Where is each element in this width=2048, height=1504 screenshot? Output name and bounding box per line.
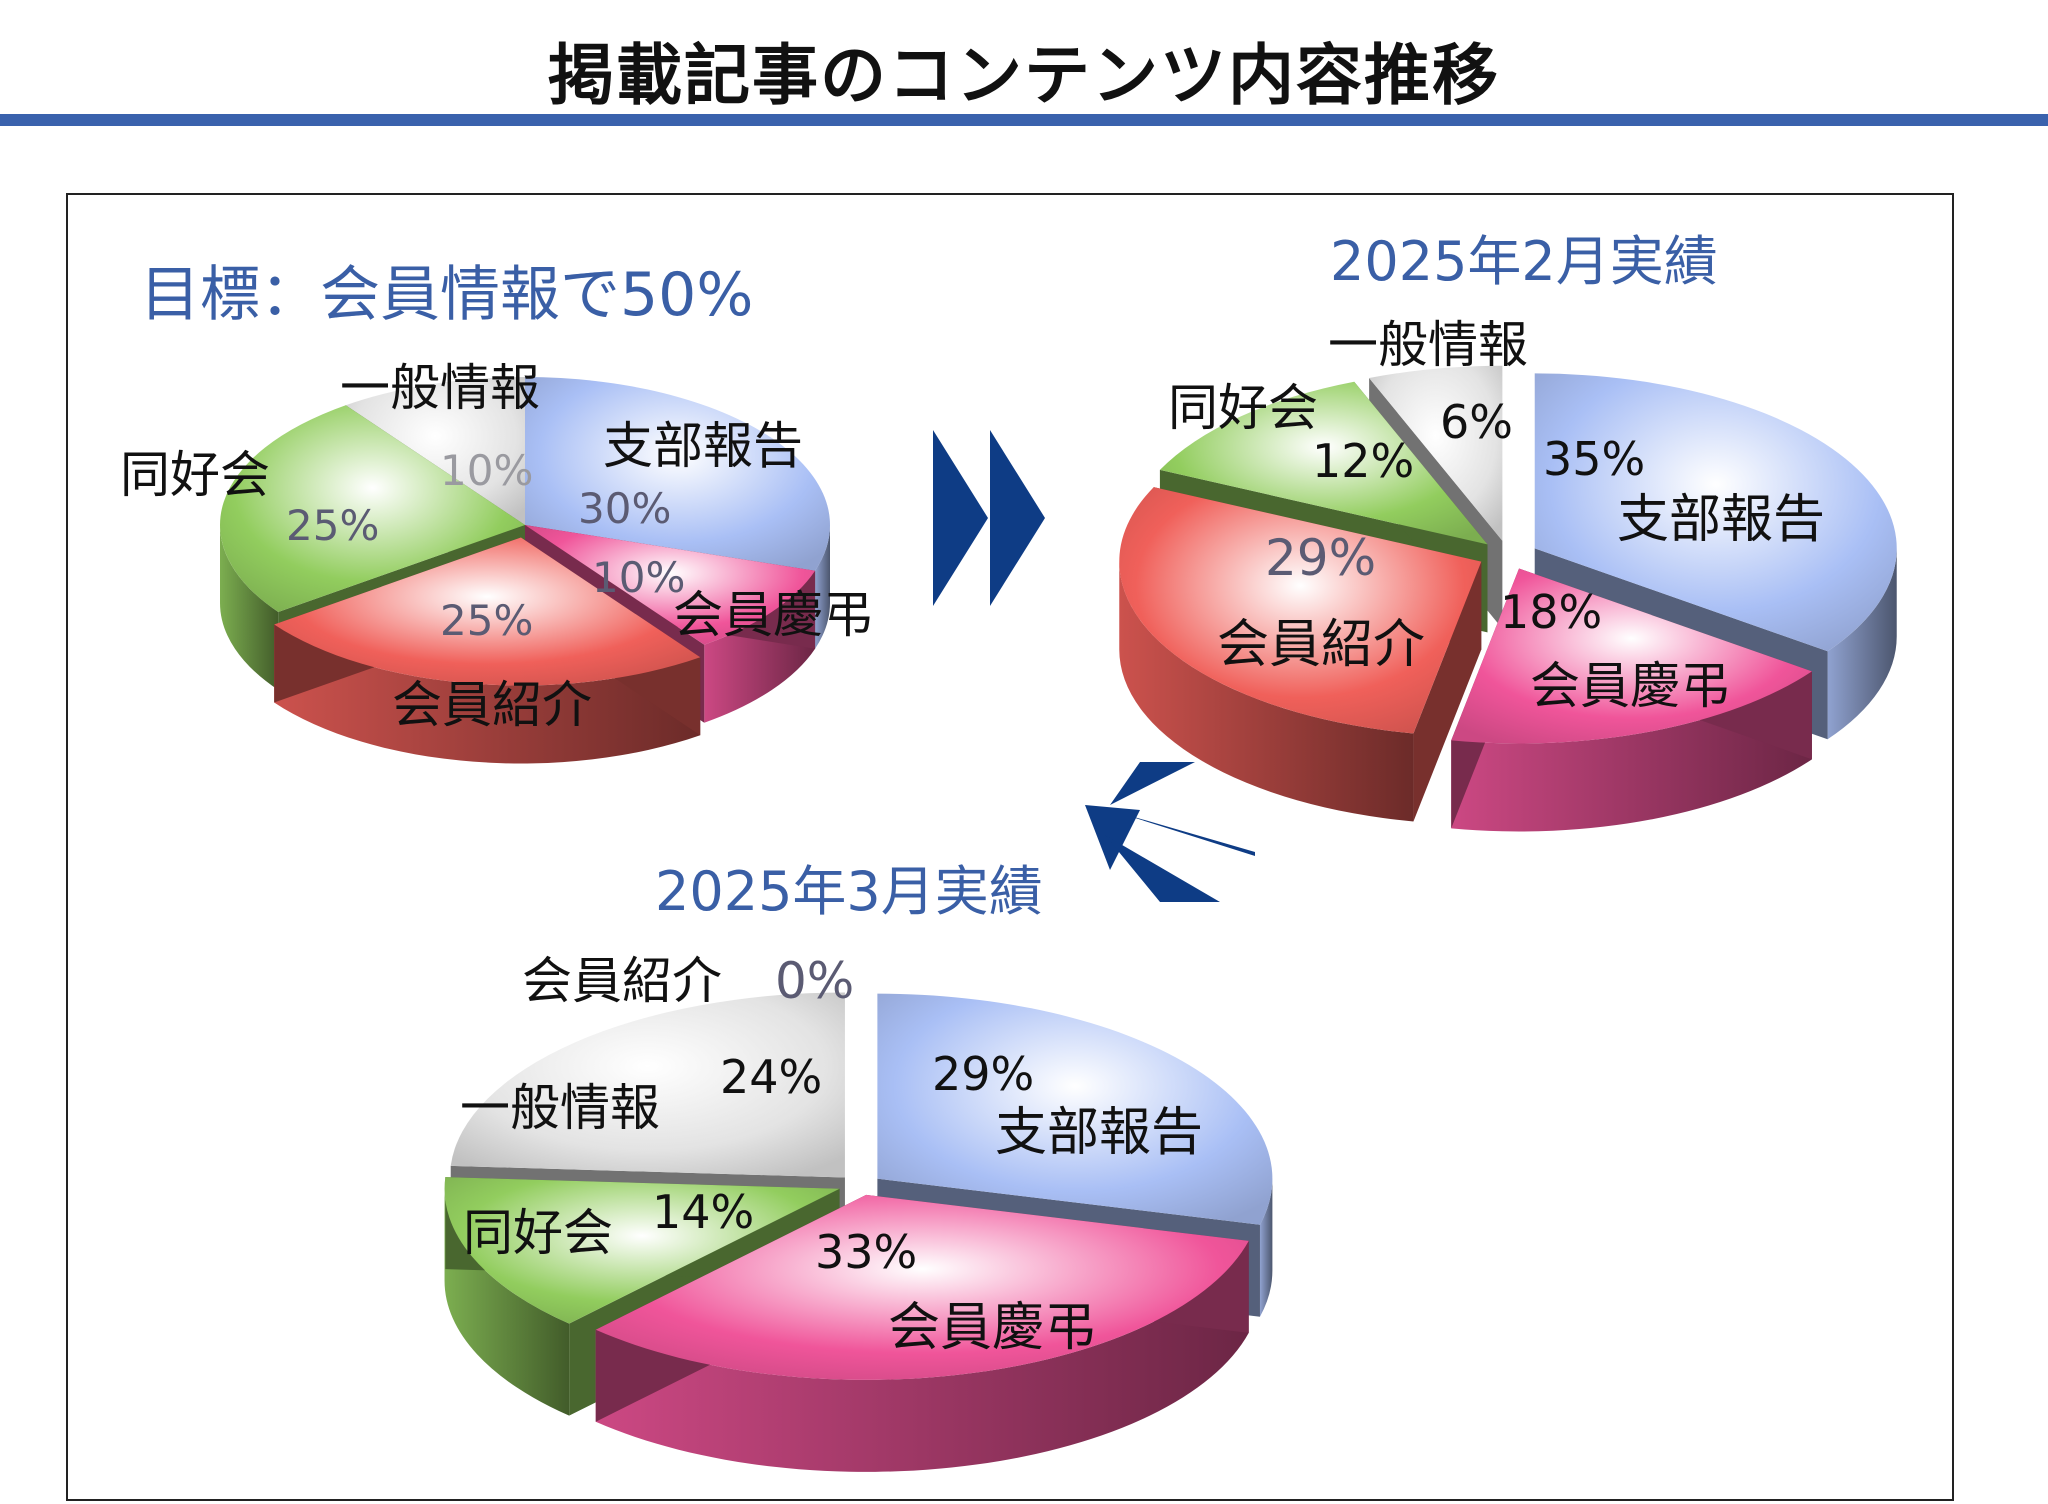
pie-slice xyxy=(595,1194,1249,1380)
pie-slice-side xyxy=(444,1188,570,1416)
pie-slice-side xyxy=(815,525,830,649)
pie-slice-side xyxy=(1451,671,1812,832)
label-category: 同好会 xyxy=(463,1204,613,1262)
pie-slice xyxy=(1534,373,1897,652)
pie-slice xyxy=(525,525,816,645)
label-category: 支部報告 xyxy=(995,1103,1203,1163)
next-arrow-icon xyxy=(933,430,1045,606)
pie-chart-feb xyxy=(1119,365,1897,832)
pie-slice xyxy=(220,405,525,612)
label-category: 会員紹介 xyxy=(522,952,722,1010)
label-percent: 30% xyxy=(578,484,671,533)
pie-slice xyxy=(1451,568,1812,744)
label-category: 支部報告 xyxy=(603,417,803,475)
title-rule xyxy=(0,114,2048,126)
label-category: 一般情報 xyxy=(1328,316,1528,374)
label-percent: 10% xyxy=(440,446,533,495)
pie-slice xyxy=(1159,381,1488,545)
label-percent: 0% xyxy=(775,952,854,1010)
label-category: 一般情報 xyxy=(460,1079,660,1137)
label-category: 同好会 xyxy=(120,446,270,504)
pie-slice-side xyxy=(274,624,701,764)
chart-title-goal: 目標：会員情報で50% xyxy=(140,260,753,330)
label-percent: 29% xyxy=(932,1047,1034,1101)
pie-slice xyxy=(345,377,525,525)
pie-slice xyxy=(444,1177,840,1324)
pie-slice xyxy=(877,993,1273,1225)
page-title: 掲載記事のコンテンツ内容推移 xyxy=(548,37,1500,114)
label-category: 会員慶弔 xyxy=(1530,657,1730,715)
chart-title-feb: 2025年2月実績 xyxy=(1330,230,1718,293)
label-percent: 12% xyxy=(1312,434,1414,488)
label-percent: 18% xyxy=(1500,585,1602,639)
label-category: 支部報告 xyxy=(1617,490,1825,550)
label-percent: 35% xyxy=(1543,432,1645,486)
label-category: 会員紹介 xyxy=(392,676,592,734)
label-percent: 14% xyxy=(652,1185,754,1239)
pie-slice-side xyxy=(1827,548,1897,740)
label-percent: 24% xyxy=(720,1050,822,1104)
label-category: 会員慶弔 xyxy=(888,1298,1096,1358)
pie-chart-mar xyxy=(444,992,1273,1472)
label-category: 会員紹介 xyxy=(1217,615,1425,675)
label-percent: 25% xyxy=(286,501,379,550)
pie-chart-goal xyxy=(220,377,830,764)
label-percent: 10% xyxy=(592,553,685,602)
pie-slice xyxy=(1369,365,1503,541)
label-percent: 29% xyxy=(1265,529,1376,587)
pie-slice-side xyxy=(1259,1178,1273,1317)
label-percent: 6% xyxy=(1440,395,1513,449)
label-category: 同好会 xyxy=(1168,379,1318,437)
pie-slice-side xyxy=(1119,561,1414,822)
label-percent: 25% xyxy=(440,596,533,645)
chart-title-mar: 2025年3月実績 xyxy=(655,860,1043,923)
label-category: 会員慶弔 xyxy=(673,586,873,644)
down-left-arrow-icon xyxy=(1085,762,1255,902)
pie-slice xyxy=(1119,487,1482,734)
chart-frame xyxy=(66,193,1954,1501)
pie-slice xyxy=(450,992,845,1178)
pie-slice-side xyxy=(595,1240,1249,1472)
pie-slice-side xyxy=(220,525,279,690)
label-percent: 33% xyxy=(815,1225,917,1279)
label-category: 一般情報 xyxy=(340,359,540,417)
pie-slice xyxy=(525,377,830,571)
pie-slice xyxy=(274,537,701,686)
